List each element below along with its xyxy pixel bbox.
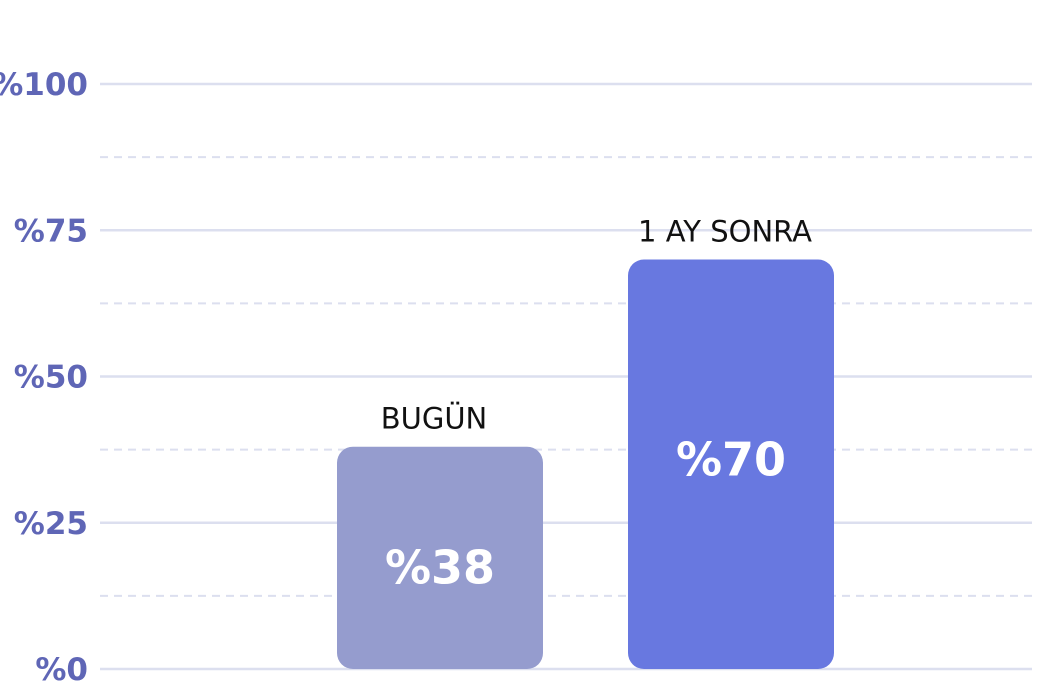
bar-1	[628, 259, 834, 669]
value-label: %70	[676, 433, 786, 487]
bars: BUGÜN %38 1 AY SONRA %70	[337, 215, 834, 669]
y-tick-label: %0	[35, 652, 88, 688]
y-axis-ticks: %0 %25 %50 %75 %100	[0, 67, 88, 688]
category-label: 1 AY SONRA	[638, 215, 812, 249]
bar-0	[337, 446, 543, 669]
category-label: BUGÜN	[381, 402, 488, 436]
y-tick-label: %100	[0, 67, 88, 103]
y-tick-label: %50	[14, 360, 88, 396]
gridlines	[100, 82, 1032, 671]
value-label: %38	[385, 541, 495, 595]
y-tick-label: %25	[14, 506, 88, 542]
y-tick-label: %75	[14, 213, 88, 249]
